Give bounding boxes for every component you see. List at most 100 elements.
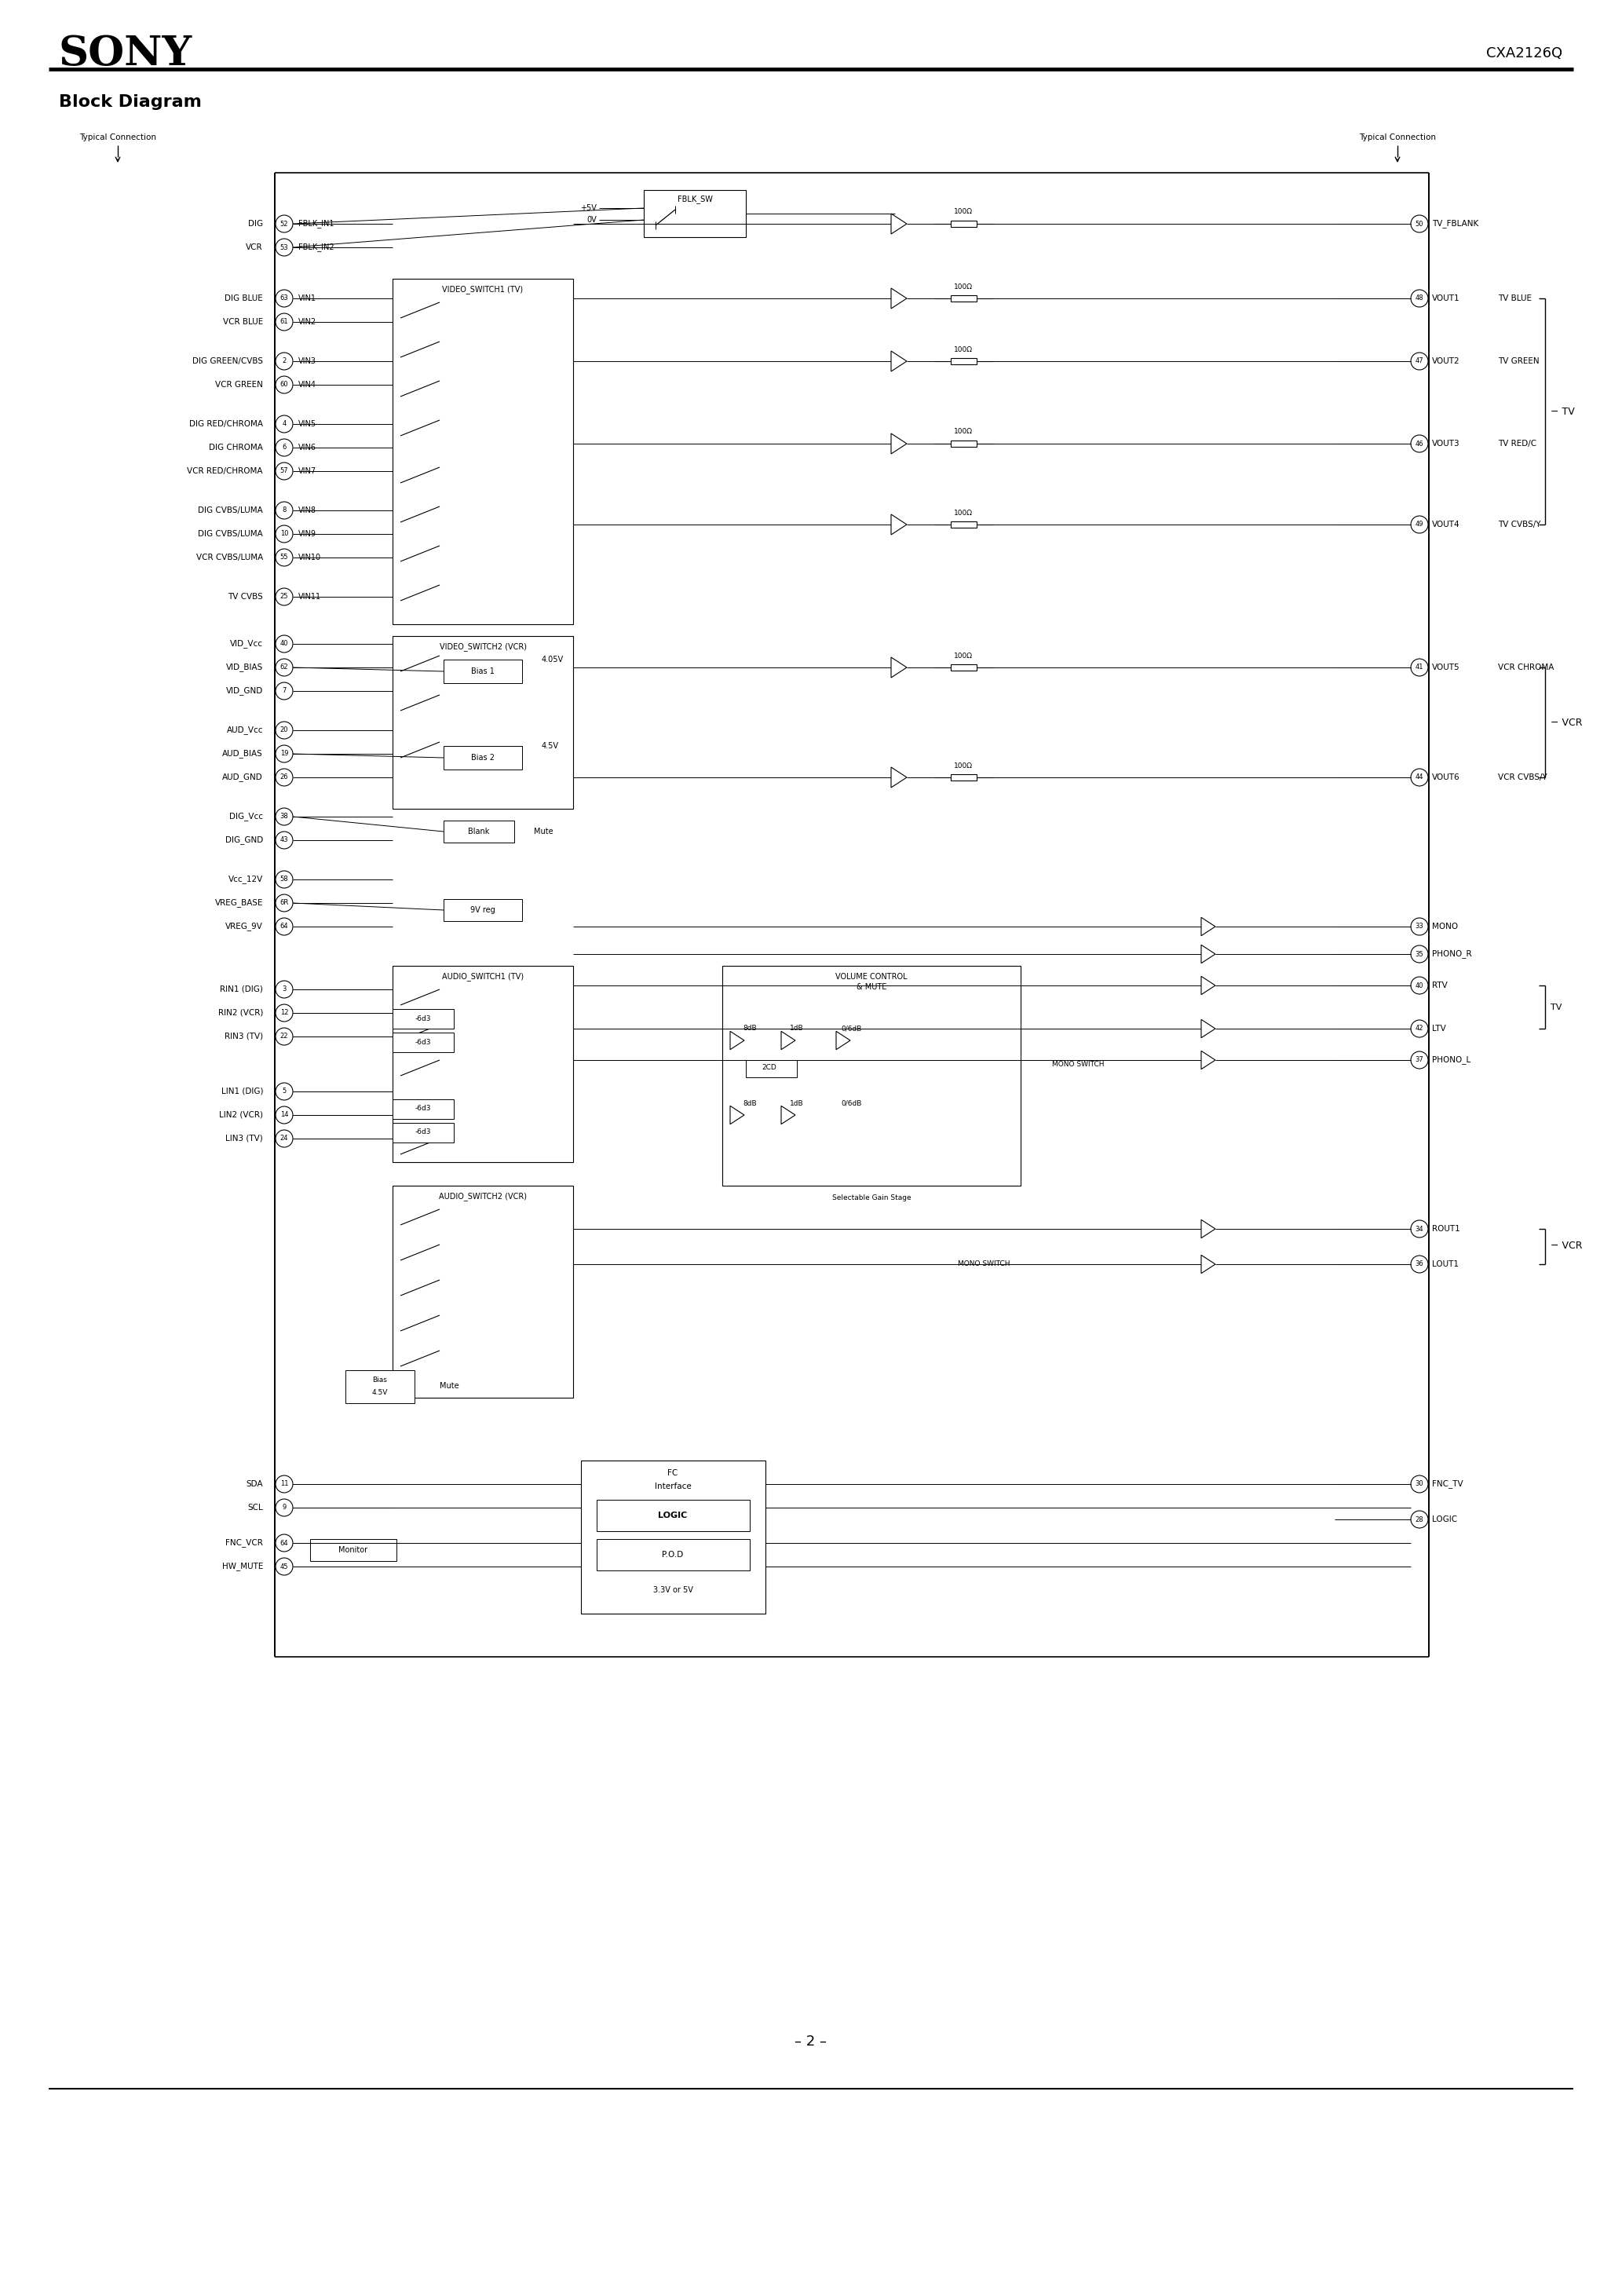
Polygon shape xyxy=(782,1031,795,1049)
Text: 1dB: 1dB xyxy=(790,1100,805,1107)
Text: RIN1 (DIG): RIN1 (DIG) xyxy=(221,985,263,994)
Bar xyxy=(393,636,573,808)
Text: 26: 26 xyxy=(281,774,289,781)
Text: Bias 1: Bias 1 xyxy=(470,668,495,675)
Text: LOGIC: LOGIC xyxy=(659,1511,688,1520)
Text: TV: TV xyxy=(1551,1003,1562,1010)
Text: TV RED/C: TV RED/C xyxy=(1499,441,1536,448)
Text: VCR GREEN: VCR GREEN xyxy=(216,381,263,388)
Text: 38: 38 xyxy=(281,813,289,820)
Polygon shape xyxy=(890,214,907,234)
Text: Vcc_12V: Vcc_12V xyxy=(229,875,263,884)
Text: 45: 45 xyxy=(281,1564,289,1570)
Text: 50: 50 xyxy=(1416,220,1424,227)
Text: 36: 36 xyxy=(1416,1261,1424,1267)
Bar xyxy=(393,1100,454,1118)
Text: 57: 57 xyxy=(281,468,289,475)
Bar xyxy=(644,191,746,236)
Text: 0V: 0V xyxy=(587,216,597,223)
Bar xyxy=(950,296,976,301)
Text: VCR: VCR xyxy=(247,243,263,250)
Text: 52: 52 xyxy=(281,220,289,227)
Text: -6d3: -6d3 xyxy=(415,1130,431,1137)
Text: 46: 46 xyxy=(1416,441,1424,448)
Text: 34: 34 xyxy=(1416,1226,1424,1233)
Text: Monitor: Monitor xyxy=(339,1545,368,1554)
Text: 100Ω: 100Ω xyxy=(954,652,973,659)
Bar xyxy=(393,1008,454,1029)
Text: LIN2 (VCR): LIN2 (VCR) xyxy=(219,1111,263,1118)
Text: 3.3V or 5V: 3.3V or 5V xyxy=(652,1587,693,1593)
Text: 19: 19 xyxy=(281,751,289,758)
Text: 11: 11 xyxy=(281,1481,289,1488)
Text: TV CVBS: TV CVBS xyxy=(227,592,263,602)
Bar xyxy=(950,664,976,670)
Text: AUD_BIAS: AUD_BIAS xyxy=(222,748,263,758)
Text: DIG CVBS/LUMA: DIG CVBS/LUMA xyxy=(198,530,263,537)
Polygon shape xyxy=(890,767,907,788)
Text: 4.5V: 4.5V xyxy=(371,1389,388,1396)
Bar xyxy=(581,1460,766,1614)
Bar xyxy=(443,746,522,769)
Text: Blank: Blank xyxy=(469,827,490,836)
Text: MONO SWITCH: MONO SWITCH xyxy=(959,1261,1011,1267)
Polygon shape xyxy=(1202,1256,1215,1274)
Text: DIG CHROMA: DIG CHROMA xyxy=(209,443,263,452)
Text: 100Ω: 100Ω xyxy=(954,510,973,517)
Text: − VCR: − VCR xyxy=(1551,716,1583,728)
Text: Bias 2: Bias 2 xyxy=(470,753,495,762)
Text: 30: 30 xyxy=(1416,1481,1424,1488)
Text: & MUTE: & MUTE xyxy=(856,983,887,992)
Polygon shape xyxy=(890,351,907,372)
Text: SONY: SONY xyxy=(58,34,193,73)
Polygon shape xyxy=(730,1031,744,1049)
Text: 10: 10 xyxy=(281,530,289,537)
Text: − TV: − TV xyxy=(1551,406,1575,416)
Text: DIG_GND: DIG_GND xyxy=(225,836,263,845)
Bar xyxy=(345,1371,415,1403)
Bar xyxy=(950,220,976,227)
Text: VCR RED/CHROMA: VCR RED/CHROMA xyxy=(187,466,263,475)
Text: VIN6: VIN6 xyxy=(298,443,316,452)
Text: 8dB: 8dB xyxy=(743,1024,757,1033)
Text: -6d3: -6d3 xyxy=(415,1104,431,1111)
Bar xyxy=(443,820,514,843)
Text: TV BLUE: TV BLUE xyxy=(1499,294,1531,303)
Text: VIN4: VIN4 xyxy=(298,381,316,388)
Text: 55: 55 xyxy=(281,553,289,560)
Text: +5V: +5V xyxy=(581,204,597,211)
Text: VIN5: VIN5 xyxy=(298,420,316,427)
Bar xyxy=(950,358,976,365)
Text: 58: 58 xyxy=(281,875,289,884)
Text: Mute: Mute xyxy=(534,827,553,836)
Text: VIN1: VIN1 xyxy=(298,294,316,303)
Bar xyxy=(950,441,976,448)
Text: 6R: 6R xyxy=(279,900,289,907)
Text: VOUT2: VOUT2 xyxy=(1432,358,1460,365)
Bar xyxy=(950,774,976,781)
Text: 100Ω: 100Ω xyxy=(954,282,973,289)
Text: 64: 64 xyxy=(281,1538,289,1548)
Text: 6: 6 xyxy=(282,443,287,450)
Bar xyxy=(393,278,573,625)
Text: 100Ω: 100Ω xyxy=(954,429,973,436)
Text: Block Diagram: Block Diagram xyxy=(58,94,201,110)
Bar xyxy=(443,659,522,684)
Text: VID_GND: VID_GND xyxy=(225,687,263,696)
Text: 35: 35 xyxy=(1416,951,1424,957)
Text: 28: 28 xyxy=(1416,1515,1424,1522)
Text: ROUT1: ROUT1 xyxy=(1432,1226,1460,1233)
Text: TV_FBLANK: TV_FBLANK xyxy=(1432,220,1479,227)
Text: Typical Connection: Typical Connection xyxy=(79,133,156,142)
Text: DIG CVBS/LUMA: DIG CVBS/LUMA xyxy=(198,507,263,514)
Text: 41: 41 xyxy=(1416,664,1424,670)
Text: -6d3: -6d3 xyxy=(415,1015,431,1022)
Text: CXA2126Q: CXA2126Q xyxy=(1486,46,1562,60)
Text: 1dB: 1dB xyxy=(790,1024,805,1033)
Text: 40: 40 xyxy=(1416,983,1424,990)
Text: RIN2 (VCR): RIN2 (VCR) xyxy=(217,1008,263,1017)
Text: VCR CVBS/Y: VCR CVBS/Y xyxy=(1499,774,1547,781)
Text: TV CVBS/Y: TV CVBS/Y xyxy=(1499,521,1541,528)
Text: VOUT3: VOUT3 xyxy=(1432,441,1460,448)
Bar xyxy=(310,1538,396,1561)
